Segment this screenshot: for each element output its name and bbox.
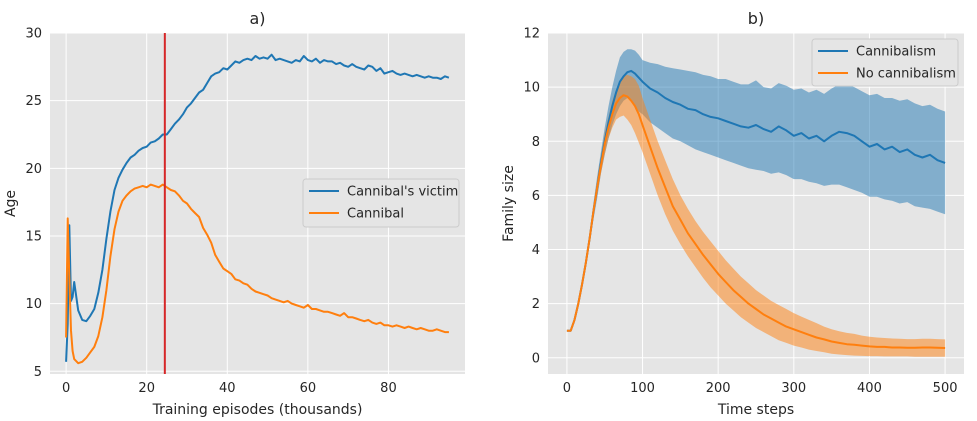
a-y-tick-label: 5	[34, 365, 42, 380]
chart-b-legend-box	[811, 38, 959, 87]
chart-a-legend-box	[302, 178, 460, 228]
a-line-cannibal	[65, 183, 449, 365]
b-x-tick-label: 0	[563, 381, 571, 396]
b-y-tick-label: 8	[532, 135, 540, 150]
chart-a-y-ticks: 5 10 15 20 25 30	[25, 27, 42, 380]
b-x-tick-label: 200	[706, 381, 731, 396]
chart-b-title: b)	[748, 9, 764, 28]
b-y-tick-label: 0	[532, 351, 540, 366]
chart-a-grid	[50, 32, 465, 374]
a-y-tick-label: 30	[25, 27, 42, 42]
b-x-tick-label: 500	[933, 381, 958, 396]
chart-a-series	[65, 53, 450, 365]
a-x-tick-label: 0	[62, 381, 70, 396]
a-y-tick-label: 20	[25, 162, 42, 177]
chart-b-legend-label-cannibalism: Cannibalism	[856, 45, 936, 60]
a-x-tick-label: 20	[138, 381, 155, 396]
chart-b-series	[566, 69, 946, 349]
chart-a-legend-label-victim: Cannibal's victim	[347, 185, 458, 200]
chart-b-legend: Cannibalism No cannibalism	[811, 38, 959, 87]
b-line-no-cannibalism	[566, 94, 946, 349]
b-y-tick-label: 2	[532, 297, 540, 312]
chart-a: 0 20 40 60 80 5 10 15 20 25 30 a) Training episod…	[3, 9, 465, 418]
a-line-cannibal-s-victim	[65, 53, 450, 362]
b-x-tick-label: 400	[857, 381, 882, 396]
chart-b-y-ticks: 0 2 4 6 8 10 12	[523, 27, 540, 367]
b-y-tick-label: 6	[532, 189, 540, 204]
a-y-tick-label: 15	[25, 229, 42, 244]
b-band-no-cannibalism	[566, 74, 946, 357]
a-x-tick-label: 80	[380, 381, 397, 396]
a-x-tick-label: 60	[300, 381, 317, 396]
chart-b-y-label: Family size	[501, 165, 517, 242]
chart-a-title: a)	[249, 9, 265, 28]
chart-a-y-label: Age	[3, 190, 19, 217]
a-y-tick-label: 10	[25, 297, 42, 312]
b-band-cannibalism	[566, 49, 946, 331]
a-x-tick-label: 40	[219, 381, 236, 396]
b-y-tick-label: 12	[523, 27, 540, 42]
chart-a-legend-label-cannibal: Cannibal	[347, 207, 404, 222]
chart-a-x-ticks: 0 20 40 60 80	[62, 381, 397, 396]
chart-b-legend-label-no-cannibalism: No cannibalism	[856, 67, 956, 82]
chart-b-bands	[566, 49, 946, 357]
b-y-tick-label: 4	[532, 243, 540, 258]
chart-b: 0 100 200 300 400 500 0 2 4 6 8 10 12 b) Time steps…	[501, 9, 964, 418]
chart-b-x-label: Time steps	[717, 402, 794, 418]
chart-a-legend: Cannibal's victim Cannibal	[302, 178, 460, 228]
chart-b-x-ticks: 0 100 200 300 400 500	[563, 381, 958, 396]
b-y-tick-label: 10	[523, 81, 540, 96]
b-x-tick-label: 100	[630, 381, 655, 396]
chart-a-x-label: Training episodes (thousands)	[152, 402, 363, 418]
a-y-tick-label: 25	[25, 94, 42, 109]
b-x-tick-label: 300	[781, 381, 806, 396]
